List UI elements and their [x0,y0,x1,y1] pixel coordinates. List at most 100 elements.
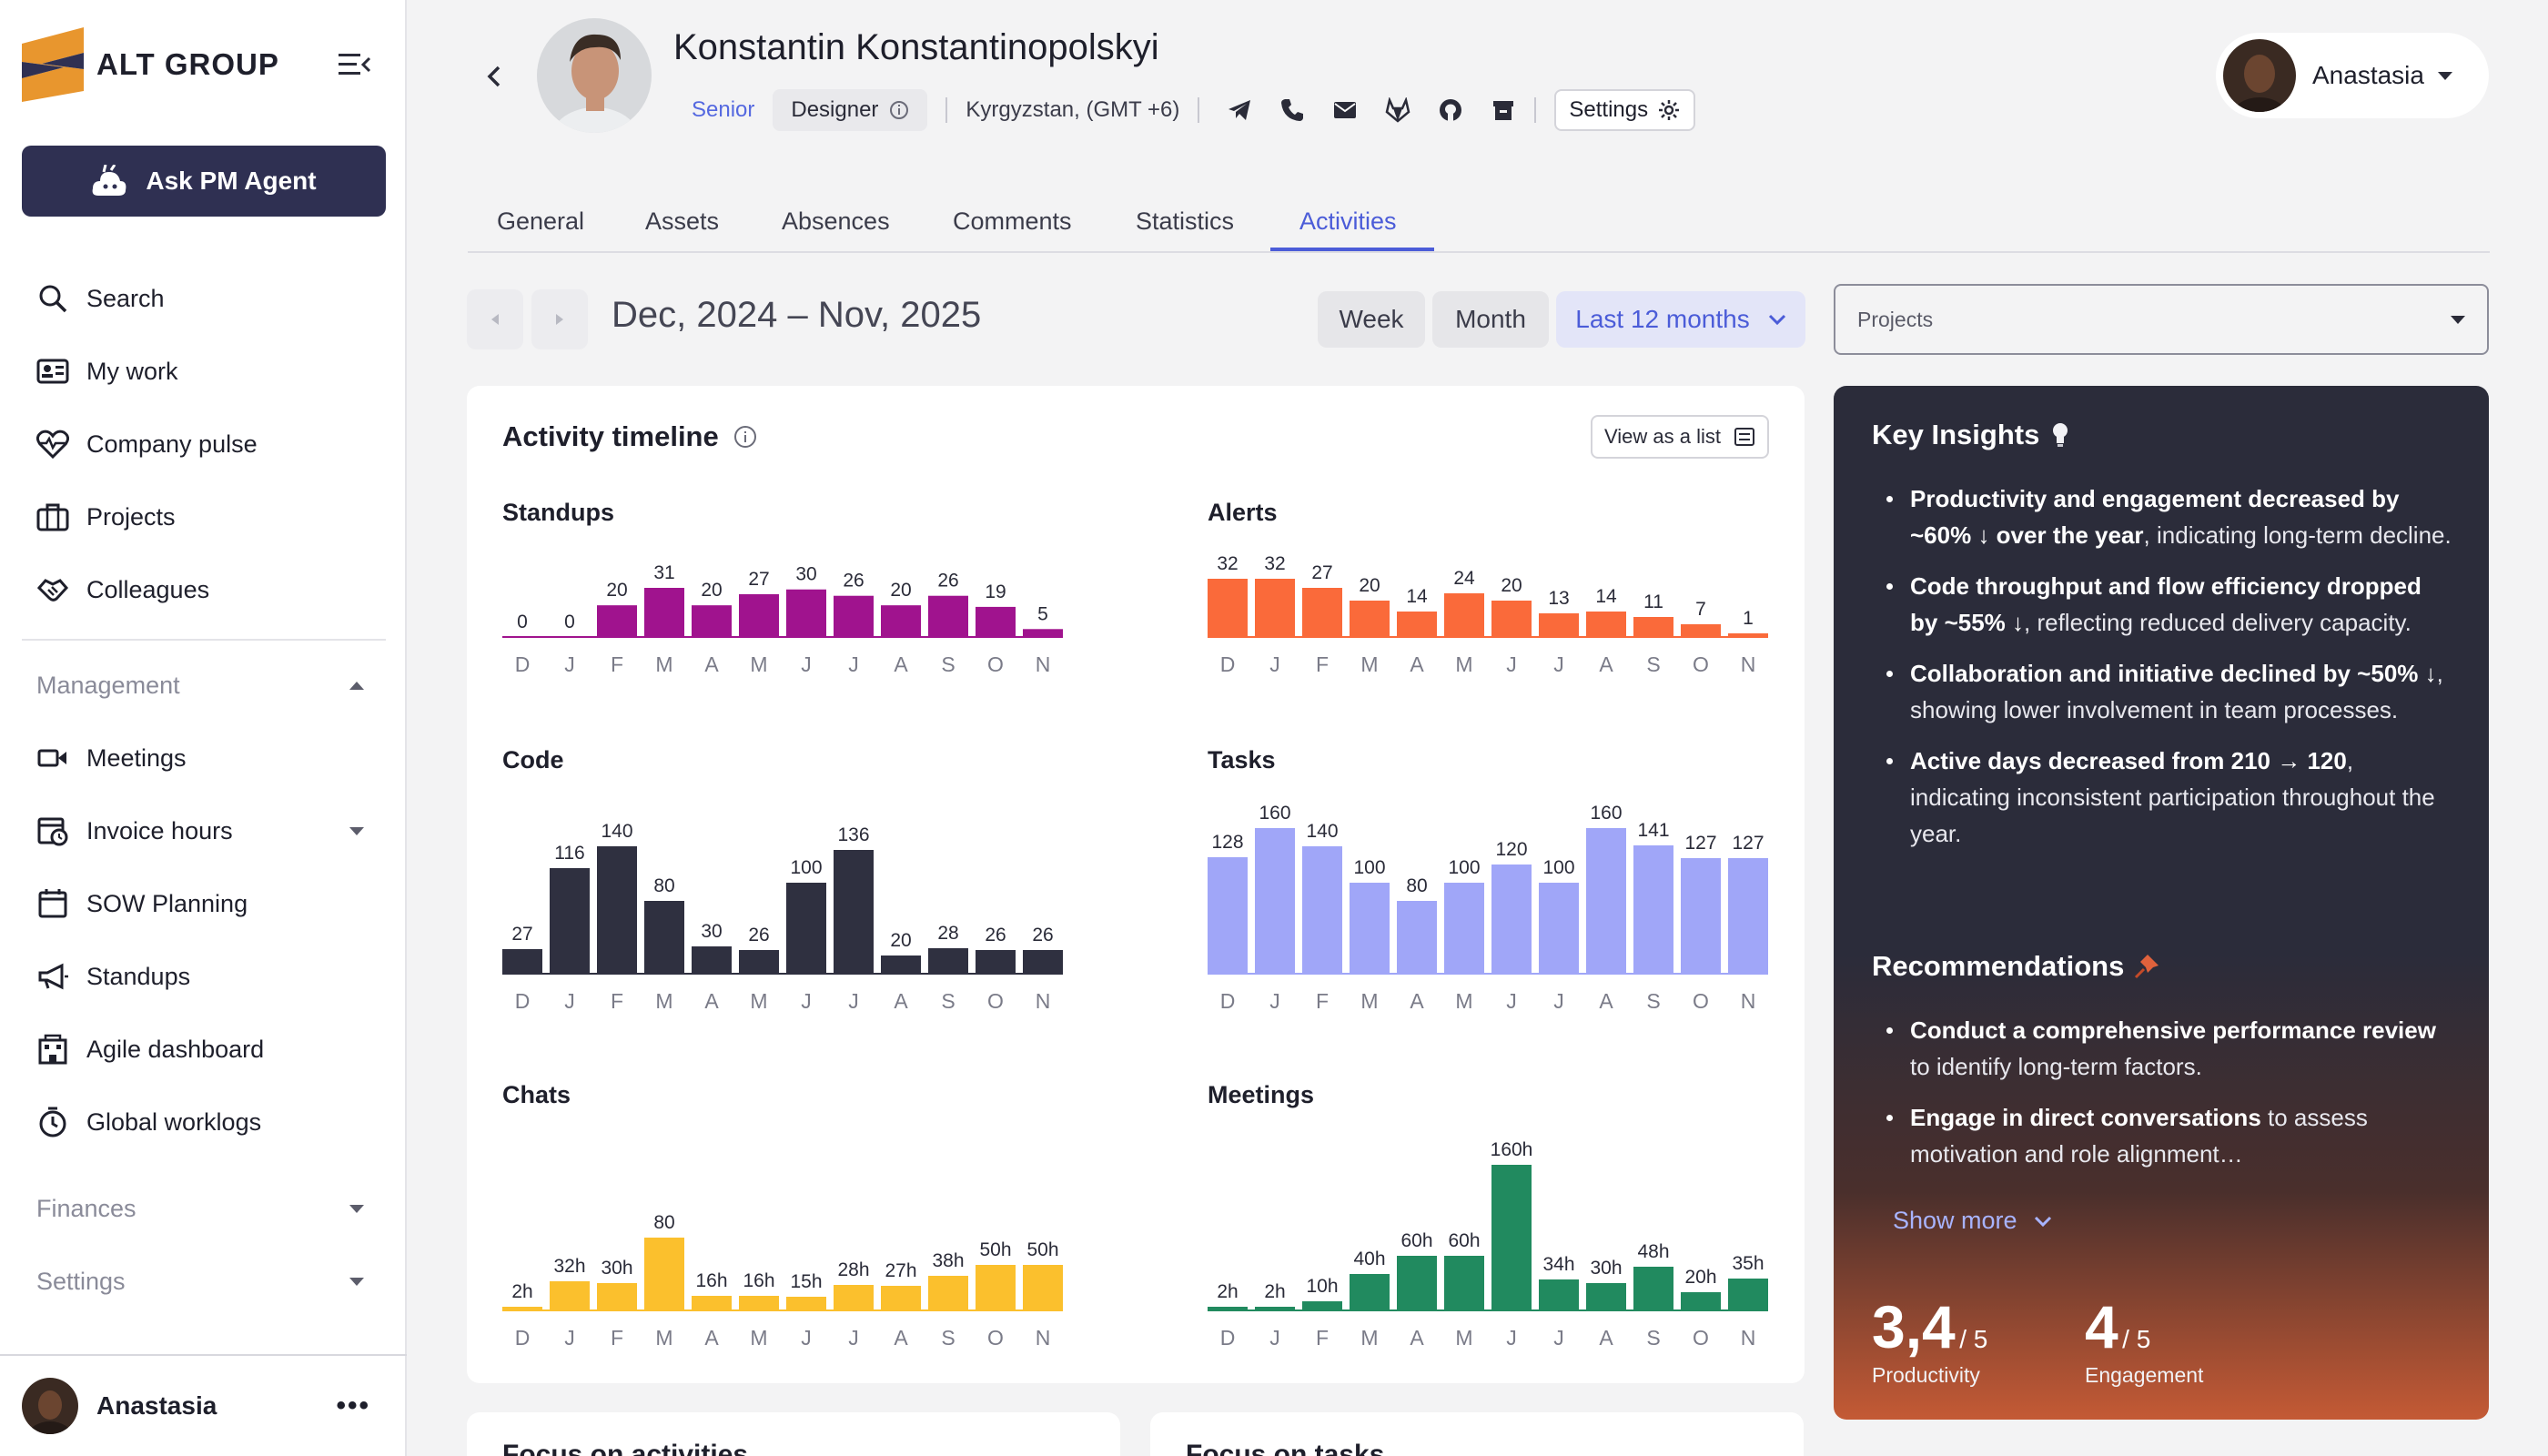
sidebar-section-settings[interactable]: Settings [36,1259,364,1304]
more-options-icon[interactable]: ••• [336,1390,370,1421]
tasks-bar[interactable] [1255,828,1295,974]
code-bar[interactable] [786,883,826,974]
standups-bar[interactable] [1023,629,1063,637]
tab-statistics[interactable]: Statistics [1136,207,1235,235]
code-bar[interactable] [881,956,921,974]
collapse-sidebar-button[interactable] [339,51,371,78]
week-toggle[interactable]: Week [1318,291,1425,348]
tab-general[interactable]: General [497,207,585,235]
meetings-bar[interactable] [1633,1267,1673,1310]
alerts-bar[interactable] [1633,617,1673,637]
phone-icon[interactable] [1279,97,1305,123]
alerts-bar[interactable] [1491,601,1532,637]
tasks-bar[interactable] [1302,846,1342,974]
sidebar-item-my-work[interactable]: My work [36,349,178,394]
meetings-bar[interactable] [1255,1307,1295,1310]
back-button[interactable] [484,64,506,89]
tab-absences[interactable]: Absences [782,207,890,235]
code-bar[interactable] [739,950,779,974]
chats-bar[interactable] [976,1265,1016,1310]
info-icon[interactable] [733,425,757,449]
mail-icon[interactable] [1332,97,1358,123]
chats-bar[interactable] [928,1276,968,1310]
archive-icon[interactable] [1491,97,1516,123]
meetings-bar[interactable] [1302,1301,1342,1310]
tasks-bar[interactable] [1728,858,1768,974]
sidebar-item-meetings[interactable]: Meetings [36,735,187,781]
sidebar-item-agile-dashboard[interactable]: Agile dashboard [36,1026,264,1072]
chats-bar[interactable] [550,1281,590,1310]
gitlab-icon[interactable] [1385,97,1410,123]
code-bar[interactable] [1023,950,1063,974]
chats-bar[interactable] [644,1238,684,1310]
chats-bar[interactable] [881,1286,921,1310]
chats-bar[interactable] [739,1296,779,1310]
standups-bar[interactable] [976,606,1016,637]
tab-activities[interactable]: Activities [1299,207,1397,235]
code-bar[interactable] [644,901,684,974]
sidebar-item-global-worklogs[interactable]: Global worklogs [36,1099,261,1145]
chats-bar[interactable] [597,1283,637,1310]
standups-bar[interactable] [881,605,921,637]
standups-bar[interactable] [739,593,779,637]
alerts-bar[interactable] [1397,612,1437,637]
tasks-bar[interactable] [1633,845,1673,974]
code-bar[interactable] [692,946,732,974]
view-as-list-button[interactable]: View as a list [1591,415,1769,459]
code-bar[interactable] [597,846,637,974]
alerts-bar[interactable] [1728,633,1768,637]
meetings-bar[interactable] [1586,1283,1626,1310]
standups-bar[interactable] [928,595,968,637]
alerts-bar[interactable] [1208,579,1248,637]
tasks-bar[interactable] [1208,857,1248,974]
alerts-bar[interactable] [1539,613,1579,637]
sidebar-item-sow-planning[interactable]: SOW Planning [36,881,248,926]
tasks-bar[interactable] [1444,883,1484,974]
sidebar-item-search[interactable]: Search [36,276,165,321]
tasks-bar[interactable] [1397,901,1437,974]
meetings-bar[interactable] [1397,1256,1437,1310]
show-more-button[interactable]: Show more [1893,1207,2052,1235]
alerts-bar[interactable] [1255,579,1295,637]
code-bar[interactable] [550,868,590,974]
meetings-bar[interactable] [1208,1307,1248,1310]
period-dropdown[interactable]: Last 12 months [1556,291,1805,348]
alerts-bar[interactable] [1302,588,1342,637]
logo[interactable]: ALT GROUP [22,27,279,102]
ask-pm-agent-button[interactable]: Ask PM Agent [22,146,386,217]
alerts-bar[interactable] [1444,593,1484,637]
chats-bar[interactable] [1023,1265,1063,1310]
github-icon[interactable] [1438,97,1463,123]
standups-bar[interactable] [834,595,874,637]
chats-bar[interactable] [502,1307,542,1310]
telegram-icon[interactable] [1227,97,1252,123]
tasks-bar[interactable] [1586,828,1626,974]
sidebar-item-colleagues[interactable]: Colleagues [36,567,209,612]
projects-select[interactable]: Projects [1834,284,2489,355]
meetings-bar[interactable] [1681,1292,1721,1310]
month-toggle[interactable]: Month [1432,291,1549,348]
standups-bar[interactable] [597,605,637,637]
sidebar-item-company-pulse[interactable]: Company pulse [36,421,258,467]
meetings-bar[interactable] [1728,1279,1768,1310]
code-bar[interactable] [834,850,874,974]
sidebar-section-management[interactable]: Management [36,662,364,708]
code-bar[interactable] [502,949,542,974]
alerts-bar[interactable] [1586,612,1626,637]
meetings-bar[interactable] [1350,1274,1390,1310]
alerts-bar[interactable] [1681,624,1721,637]
standups-bar[interactable] [692,605,732,637]
sidebar-item-projects[interactable]: Projects [36,494,176,540]
tasks-bar[interactable] [1491,864,1532,974]
meetings-bar[interactable] [1444,1256,1484,1310]
tasks-bar[interactable] [1350,883,1390,974]
sidebar-section-finances[interactable]: Finances [36,1186,364,1231]
code-bar[interactable] [976,950,1016,974]
previous-period-button[interactable] [467,289,523,349]
meetings-bar[interactable] [1491,1165,1532,1310]
next-period-button[interactable] [531,289,588,349]
sidebar-item-standups[interactable]: Standups [36,954,190,999]
chats-bar[interactable] [692,1296,732,1310]
tasks-bar[interactable] [1539,883,1579,974]
role-badge[interactable]: Designer [773,89,928,131]
